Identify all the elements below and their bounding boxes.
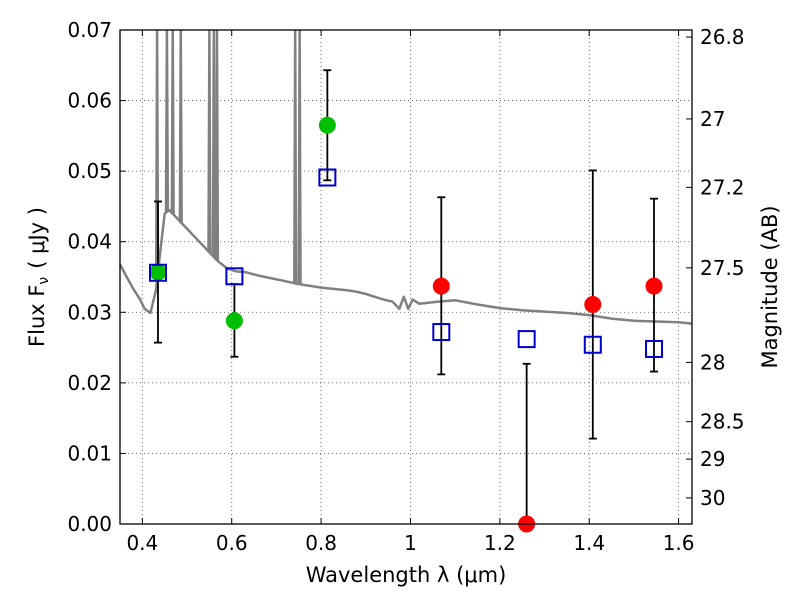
plot-frame xyxy=(119,29,693,525)
y-tick-label: 0.01 xyxy=(67,441,112,465)
data-point-square xyxy=(432,323,451,342)
x-tick-label: 1.4 xyxy=(573,531,605,555)
error-bars xyxy=(153,69,659,525)
y-tick-label: 0.03 xyxy=(67,300,112,324)
right-axis-label: Magnitude (AB) xyxy=(758,205,782,368)
model-emission-line xyxy=(293,29,298,284)
x-axis-ticks: 0.4 0.6 0.8 1 1.2 1.4 1.6 xyxy=(126,30,695,555)
y-axis-label-subscript: ν xyxy=(36,277,52,285)
model-emission-line xyxy=(211,29,216,257)
x-axis-label: Wavelength λ (μm) xyxy=(306,563,507,587)
y-axis-label-main: Flux F xyxy=(25,285,49,347)
right-tick-label: 28 xyxy=(700,350,725,374)
right-tick-label: 26.8 xyxy=(700,25,745,49)
y-axis-label: Flux Fν ( μJy ) xyxy=(25,207,52,347)
y-tick-label: 0.02 xyxy=(67,371,112,395)
x-tick-label: 0.4 xyxy=(126,531,158,555)
data-point-circle xyxy=(149,263,167,281)
model-emission-line xyxy=(207,29,212,253)
x-tick-label: 0.8 xyxy=(305,531,337,555)
model-emission-line xyxy=(297,29,302,285)
right-tick-label: 27.2 xyxy=(700,175,745,199)
data-point-circle xyxy=(432,277,450,295)
data-point-square xyxy=(583,335,602,354)
data-point-square xyxy=(148,263,167,282)
data-point-circle xyxy=(318,116,336,134)
y-tick-label: 0.00 xyxy=(67,512,112,536)
x-tick-label: 1.2 xyxy=(484,531,516,555)
x-tick-label: 1 xyxy=(404,531,417,555)
model-emission-line xyxy=(178,29,183,223)
model-emission-line xyxy=(214,29,220,261)
right-tick-label: 30 xyxy=(700,486,725,510)
data-point-square xyxy=(517,330,536,349)
y-axis-ticks: 0.00 0.01 0.02 0.03 0.04 0.05 0.06 0.07 xyxy=(67,18,126,536)
model-spectrum xyxy=(118,29,693,325)
right-tick-label: 27.5 xyxy=(700,256,745,280)
data-point-square xyxy=(225,267,244,286)
data-point-square xyxy=(318,168,337,187)
data-markers xyxy=(148,116,664,533)
model-emission-line xyxy=(164,29,170,212)
x-tick-label: 0.6 xyxy=(216,531,248,555)
y-tick-label: 0.06 xyxy=(67,89,112,113)
y-tick-label: 0.07 xyxy=(67,18,112,42)
right-tick-label: 28.5 xyxy=(700,410,745,434)
right-axis-ticks: 26.8 27 27.2 27.5 28 28.5 29 30 xyxy=(686,25,745,510)
x-tick-label: 1.6 xyxy=(663,531,695,555)
data-point-circle xyxy=(584,296,602,314)
model-continuum xyxy=(118,208,693,325)
data-point-circle xyxy=(225,312,243,330)
right-tick-label: 29 xyxy=(700,447,725,471)
grid xyxy=(120,29,692,525)
right-tick-label: 27 xyxy=(700,107,725,131)
y-axis-label-unit: ( μJy ) xyxy=(25,207,49,269)
data-point-square xyxy=(645,339,664,358)
y-tick-label: 0.05 xyxy=(67,159,112,183)
data-point-circle xyxy=(645,277,663,295)
model-emission-line xyxy=(170,29,175,214)
y-tick-label: 0.04 xyxy=(67,230,112,254)
